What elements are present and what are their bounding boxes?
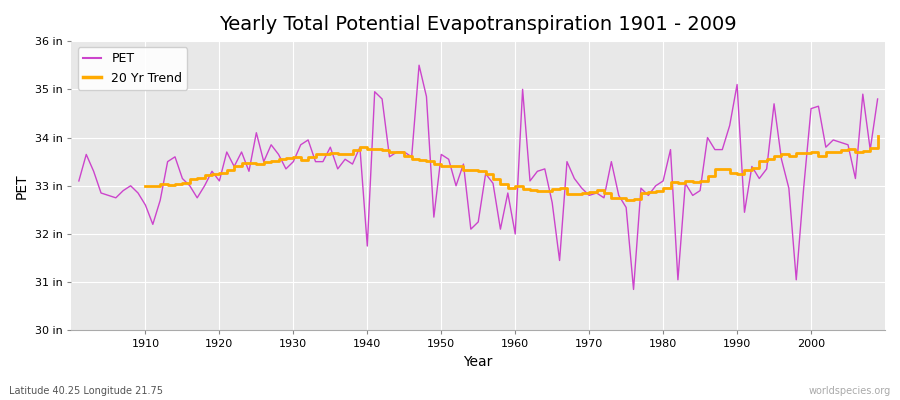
- Text: worldspecies.org: worldspecies.org: [809, 386, 891, 396]
- Title: Yearly Total Potential Evapotranspiration 1901 - 2009: Yearly Total Potential Evapotranspiratio…: [220, 15, 737, 34]
- Text: Latitude 40.25 Longitude 21.75: Latitude 40.25 Longitude 21.75: [9, 386, 163, 396]
- Y-axis label: PET: PET: [15, 173, 29, 198]
- Legend: PET, 20 Yr Trend: PET, 20 Yr Trend: [77, 47, 187, 90]
- X-axis label: Year: Year: [464, 355, 493, 369]
